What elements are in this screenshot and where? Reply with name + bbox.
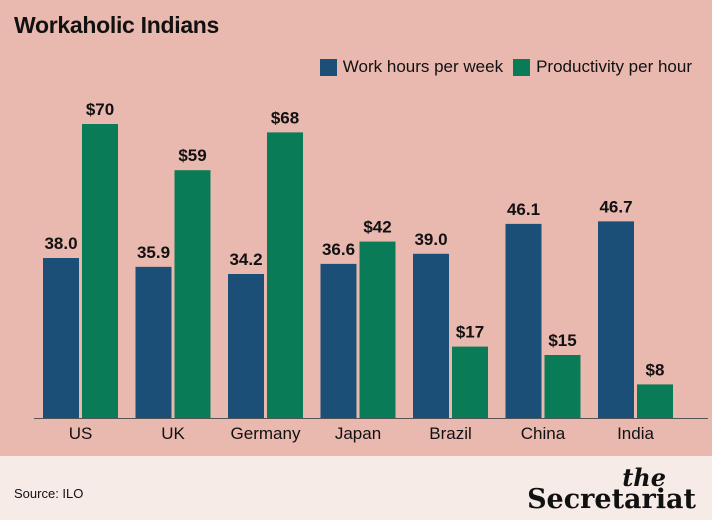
bar-productivity-japan [359,241,396,418]
bar-productivity-us [82,124,118,418]
chart-title: Workaholic Indians [14,12,220,38]
x-tick-label-brazil: Brazil [429,424,472,443]
logo-name-text: Secretariat [527,484,696,515]
bar-work-hours-germany [228,274,264,418]
bar-productivity-uk [174,170,211,418]
x-tick-label-india: India [617,424,654,443]
legend-item-work-hours: Work hours per week [319,57,504,77]
data-label-productivity-china: $15 [548,331,576,350]
source-note: Source: ILO [14,486,84,501]
data-label-work-hours-germany: 34.2 [229,250,262,269]
bar-work-hours-india [598,221,634,418]
legend-swatch-work-hours [319,58,337,76]
x-tick-label-uk: UK [161,424,185,443]
bar-work-hours-brazil [413,253,449,418]
data-label-work-hours-india: 46.7 [599,197,632,216]
bar-chart-plot: 38.0 $70 US 35.9 $59 UK 34.2 $68 Germany 36.6 $42 J… [34,100,708,443]
x-tick-label-japan: Japan [335,424,381,443]
bar-productivity-germany [267,132,303,418]
bar-work-hours-us [43,258,79,418]
bar-productivity-china [544,355,581,418]
data-label-work-hours-uk: 35.9 [137,243,170,262]
legend-item-productivity: Productivity per hour [513,57,692,77]
bar-productivity-india [637,384,673,418]
publisher-logo: the Secretariat [527,463,696,515]
logo-the-text: the [622,463,666,492]
data-label-productivity-brazil: $17 [456,323,484,342]
data-label-work-hours-brazil: 39.0 [414,230,447,249]
data-label-productivity-uk: $59 [178,146,206,165]
legend-swatch-productivity [513,58,531,76]
data-label-productivity-germany: $68 [271,108,299,127]
chart-legend: Work hours per week Productivity per hou… [319,57,692,77]
data-label-productivity-india: $8 [646,360,665,379]
data-label-work-hours-japan: 36.6 [322,240,355,259]
data-label-work-hours-china: 46.1 [507,200,540,219]
data-label-productivity-japan: $42 [363,218,391,237]
bar-work-hours-china [505,223,542,418]
legend-label-work-hours: Work hours per week [342,57,504,76]
x-tick-label-germany: Germany [231,424,301,443]
bar-productivity-brazil [452,346,488,418]
x-tick-label-us: US [69,424,93,443]
bar-work-hours-uk [135,266,172,418]
bar-work-hours-japan [320,263,357,418]
data-label-productivity-us: $70 [86,100,114,119]
x-tick-label-china: China [521,424,566,443]
legend-label-productivity: Productivity per hour [536,57,692,76]
data-label-work-hours-us: 38.0 [44,234,77,253]
chart-panel: Workaholic Indians Work hours per week P… [0,0,712,456]
